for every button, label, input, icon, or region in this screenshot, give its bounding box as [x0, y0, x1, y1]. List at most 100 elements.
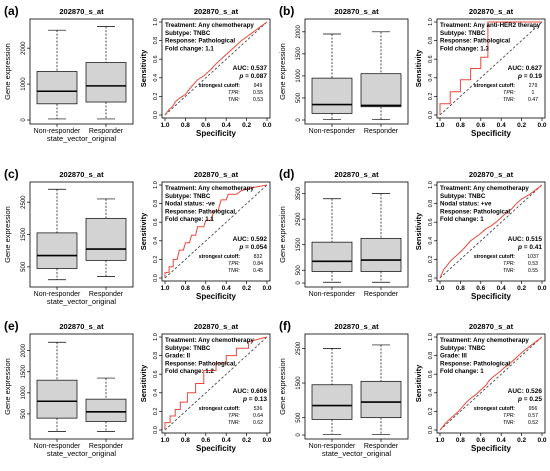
roc-info-line: Subtype: TNBC	[165, 345, 211, 352]
roc-title: 202870_s_at	[469, 322, 514, 331]
roc-ytick-label: 1.0	[428, 333, 434, 341]
roc-tpr-label: TPR:	[503, 90, 515, 96]
roc-pvalue-symbol: p	[238, 73, 245, 80]
boxplot-box	[36, 232, 78, 269]
roc-ytick-label: 0.6	[153, 370, 159, 378]
roc-info-line: Treatment: Any anti-HER2 therapy	[440, 22, 541, 29]
roc-frame	[161, 181, 271, 282]
roc-xtick-label: 0.8	[181, 285, 190, 292]
roc-xlabel: Specificity	[196, 444, 237, 453]
panel-d: (d) 202870_s_at 0 500 1500 2500 3500 Gene expre…	[278, 167, 547, 301]
roc-pvalue: p = 0.19	[517, 73, 542, 80]
roc-xlabel: Specificity	[196, 292, 237, 301]
roc-cutoff-label: strongest cutoff:	[199, 254, 240, 260]
roc-ylabel: Sensitivity	[414, 212, 423, 250]
roc-xtick-label: 0.4	[222, 122, 231, 129]
panel-b: (b) 202870_s_at 0 500 1000 1500 2000 Gene expre…	[278, 4, 547, 138]
roc-xtick-label: 0.0	[537, 122, 546, 129]
roc-auc: AUC: 0.515	[508, 236, 543, 243]
roc-ylabel: Sensitivity	[139, 364, 148, 402]
boxplot-group-label: Non-responder	[309, 443, 356, 450]
roc-cutoff-value: 956	[529, 406, 538, 412]
roc-xtick-label: 1.0	[160, 122, 169, 129]
boxplot-group-label: Responder	[89, 291, 124, 298]
boxplot-box	[311, 241, 353, 272]
roc-info-line: Subtype: TNBC	[440, 30, 486, 37]
roc-pvalue-symbol: p	[242, 396, 249, 403]
roc-xtick-label: 0.4	[497, 437, 506, 444]
roc-pvalue-number: = 0.25	[524, 396, 543, 403]
boxplot-ylabel: Gene expression	[278, 358, 287, 415]
boxplot-box	[360, 237, 402, 272]
roc-pvalue-symbol: p	[238, 244, 245, 251]
roc-info-line: Subtype: TNBC	[440, 193, 486, 200]
roc-xtick-label: 0.4	[222, 437, 231, 444]
panel-a: (a) 202870_s_at 0 1000 2000 Gene expression No…	[3, 4, 272, 143]
roc-info-line: Nodal status: -ve	[165, 201, 215, 208]
roc-tpr-label: TPR:	[228, 261, 240, 267]
roc-pvalue: p = 0.087	[238, 73, 267, 80]
boxplot-ytick-label: 0	[296, 433, 302, 437]
roc-ylabel: Sensitivity	[414, 49, 423, 87]
boxplot-frame	[304, 333, 409, 440]
boxplot-group-label: Responder	[364, 291, 399, 298]
boxplot-box	[360, 380, 402, 419]
roc-tnr-label: TNR:	[503, 420, 516, 426]
roc-info-line: Response: Pathological	[440, 38, 510, 45]
boxplot-xlabel: state_vector_original	[47, 449, 117, 458]
boxplot-ytick-label: 0	[296, 281, 302, 285]
roc-xtick-label: 1.0	[435, 285, 444, 292]
boxplot-ytick-label: 2500	[21, 195, 27, 209]
boxplot-ytick-label: 2000	[21, 343, 27, 357]
roc-ytick-label: 0.4	[153, 74, 159, 82]
roc-info-line: Grade: II	[165, 353, 190, 360]
roc-xlabel: Specificity	[196, 129, 237, 138]
boxplot-group-label: Non-responder	[309, 291, 356, 298]
boxplot-ylabel: Gene expression	[3, 358, 12, 415]
roc-info-line: Treatment: Any chemotherapy	[165, 185, 254, 192]
roc-xtick-label: 0.8	[456, 285, 465, 292]
roc-info-line: Subtype: TNBC	[440, 345, 486, 352]
roc-ytick-label: 0.8	[428, 352, 434, 360]
roc-diagonal	[164, 336, 268, 431]
panel-letter: (d)	[279, 167, 294, 181]
roc-xtick-label: 0.8	[456, 437, 465, 444]
boxplot-frame	[304, 181, 409, 288]
roc-info-line: Response: Pathological	[165, 208, 235, 215]
roc-diagonal	[439, 21, 543, 116]
roc-cutoff-label: strongest cutoff:	[474, 406, 515, 412]
roc-xtick-label: 0.0	[537, 285, 546, 292]
roc-xtick-label: 0.2	[517, 285, 526, 292]
boxplot-ytick-label: 500	[296, 92, 302, 103]
panel-letter: (f)	[279, 319, 291, 333]
panel-letter: (a)	[4, 4, 19, 18]
roc-curve	[164, 184, 268, 278]
roc-ylabel: Sensitivity	[139, 212, 148, 250]
roc-xtick-label: 1.0	[435, 437, 444, 444]
panel-letter: (b)	[279, 4, 294, 18]
boxplot-ylabel: Gene expression	[3, 43, 12, 100]
boxplot-box	[311, 77, 353, 114]
boxplot-frame	[304, 18, 409, 125]
boxplot-title: 202870_s_at	[59, 170, 104, 179]
roc-ylabel: Sensitivity	[139, 49, 148, 87]
roc-pvalue: p = 0.054	[238, 244, 267, 251]
roc-xlabel: Specificity	[471, 444, 512, 453]
boxplot-ytick-label: 1500	[296, 237, 302, 251]
boxplot-box	[360, 73, 402, 108]
roc-xtick-label: 0.8	[181, 122, 190, 129]
roc-auc: AUC: 0.592	[233, 236, 268, 243]
roc-ytick-label: 0.8	[153, 37, 159, 45]
roc-tnr-value: 0.47	[528, 97, 538, 103]
roc-info-line: Fold change: 1.1	[165, 216, 214, 223]
boxplot-ytick-label: 1500	[21, 364, 27, 378]
roc-curve	[439, 336, 543, 431]
boxplot-ytick-label: 2500	[296, 212, 302, 226]
roc-info-line: Treatment: Any chemotherapy	[165, 22, 254, 29]
boxplot-group-label: Responder	[364, 128, 399, 135]
boxplot-ytick-label: 1000	[21, 385, 27, 399]
panel-e: (e) 202870_s_at 500 1000 1500 2000 Gene expres…	[3, 319, 272, 458]
roc-tnr-label: TNR:	[228, 268, 241, 274]
boxplot-ytick-label: 1000	[21, 77, 27, 91]
boxplot-ytick-label: 1500	[296, 376, 302, 390]
